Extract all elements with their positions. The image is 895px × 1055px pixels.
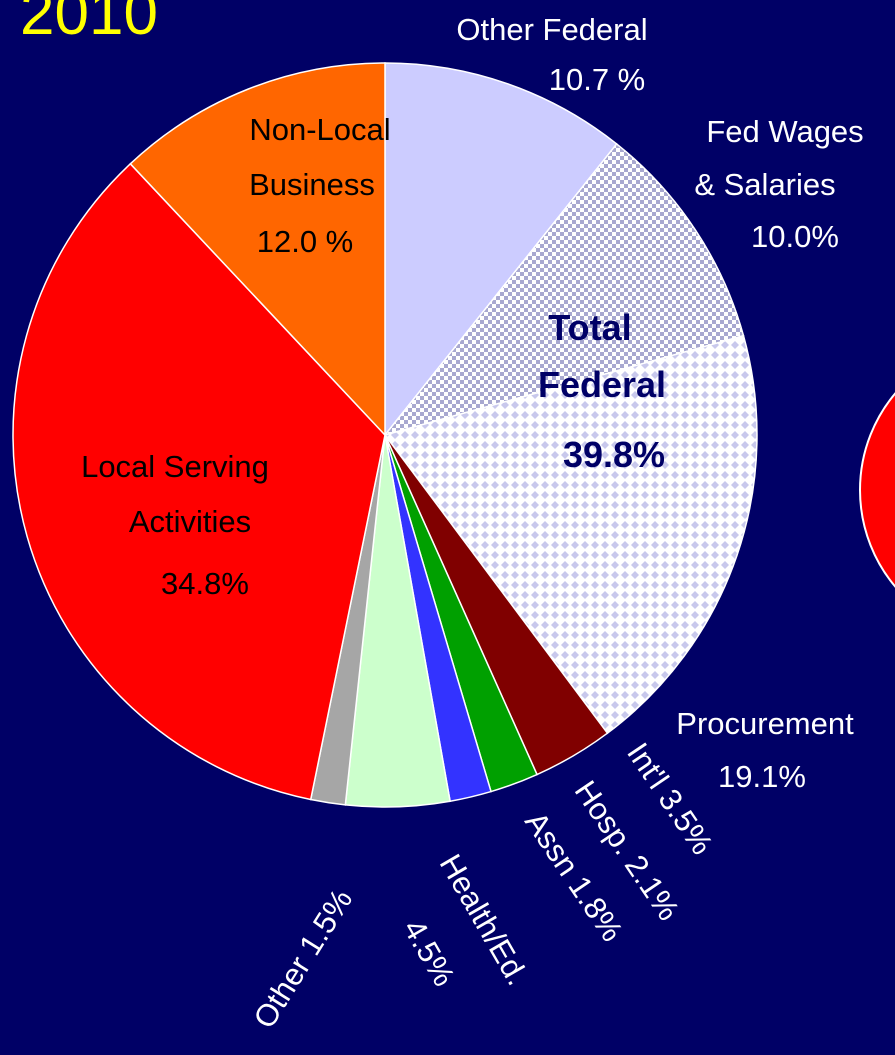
value-label: 10.0% [751,219,839,254]
annotation: Total [548,307,631,348]
pie-slice [382,142,745,437]
second-pie-edge [859,392,895,588]
value-label: 10.7 % [549,62,646,97]
category-line: Activities [129,504,251,539]
pie-slice [383,334,758,735]
pie-slice [12,162,386,801]
category-label: Non-Local Business [249,112,391,202]
category-line: & Salaries [694,167,835,202]
category-label: Fed Wages & Salaries [694,114,863,202]
value-label: 12.0 % [257,224,354,259]
annotation: Federal [538,364,666,405]
pie [12,62,758,808]
category-line: Non-Local [249,112,390,147]
category-line: Procurement [676,706,854,741]
category-line: Local Serving [81,449,269,484]
value-label: 19.1% [718,759,806,794]
pie-slice [129,62,386,437]
category-line: Other Federal [456,12,647,47]
category-label: Procurement [676,706,854,741]
annotation: 39.8% [563,434,665,475]
pie-slice [384,62,618,438]
category-label: Other Federal [456,12,647,47]
category-label: Local Serving Activities [81,449,269,539]
value-label: 34.8% [161,566,249,601]
category-line: Fed Wages [706,114,863,149]
chart-title: 2010 [20,0,158,48]
category-line: Business [249,167,375,202]
